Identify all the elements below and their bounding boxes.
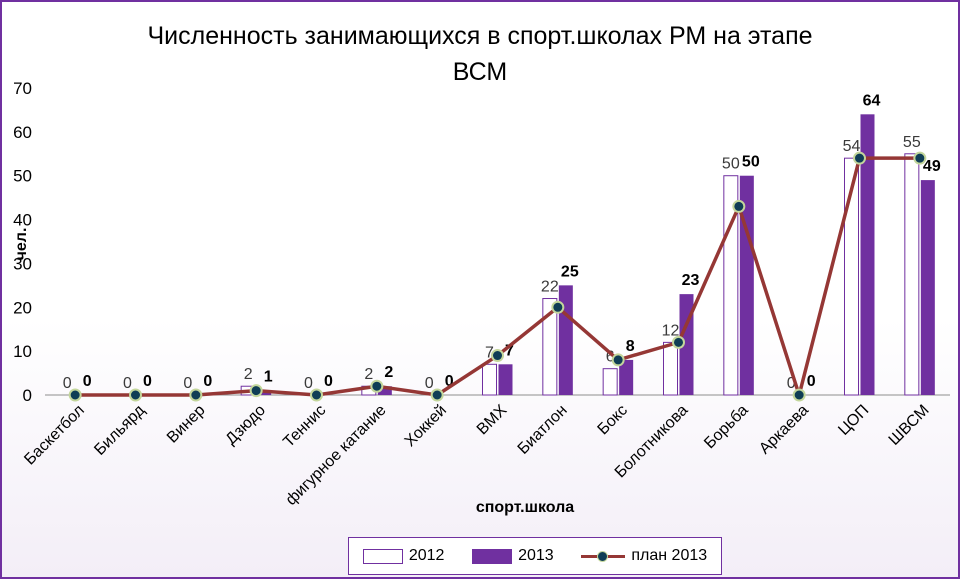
plan-marker xyxy=(430,388,444,402)
data-label-2013: 7 xyxy=(505,342,514,359)
data-label-2012: 0 xyxy=(787,375,796,392)
legend-label-2013: 2013 xyxy=(518,547,554,564)
bar-2013 xyxy=(920,180,935,395)
plan-marker xyxy=(551,300,565,314)
data-label-2013: 8 xyxy=(626,338,635,355)
data-label-2012: 0 xyxy=(63,375,72,392)
data-label-2013: 0 xyxy=(143,373,152,390)
data-label-2013: 50 xyxy=(742,154,760,171)
y-tick-label: 40 xyxy=(13,211,32,230)
y-tick-label: 70 xyxy=(13,79,32,98)
data-label-2013: 2 xyxy=(384,364,393,381)
data-label-2013: 0 xyxy=(445,373,454,390)
plan-marker xyxy=(310,388,323,402)
y-tick-label: 30 xyxy=(13,254,32,273)
data-label-2013: 0 xyxy=(203,373,212,390)
bar-2013 xyxy=(860,114,875,396)
bar-2012 xyxy=(542,298,558,396)
y-tick-label: 0 xyxy=(23,386,32,405)
plan-marker xyxy=(732,199,746,213)
data-label-2013: 1 xyxy=(264,369,273,386)
legend-item-2013: 2013 xyxy=(472,547,554,565)
x-tick-label: Бильярд xyxy=(91,401,148,458)
plan-marker xyxy=(189,388,203,402)
x-tick-label: ШВСМ xyxy=(886,402,933,449)
data-label-2012: 0 xyxy=(123,375,132,392)
plan-marker xyxy=(370,379,384,393)
bar-2012 xyxy=(602,368,618,396)
data-label-2012: 0 xyxy=(183,375,192,392)
legend-item-2012: 2012 xyxy=(362,547,445,565)
plan-marker xyxy=(491,349,504,363)
plan-marker xyxy=(129,388,142,402)
x-tick-label: ЦОП xyxy=(835,402,872,439)
plan-marker xyxy=(913,151,927,165)
legend-label-2012: 2012 xyxy=(408,547,445,564)
plan-marker xyxy=(611,353,625,367)
legend-swatch-2012 xyxy=(362,548,403,564)
legend-swatch-plan xyxy=(581,550,626,563)
bar-2013 xyxy=(377,386,392,395)
data-label-2013: 0 xyxy=(324,373,333,390)
legend-item-plan: план 2013 xyxy=(581,547,707,565)
bar-2013 xyxy=(739,175,754,395)
legend-label-plan: план 2013 xyxy=(631,547,708,564)
data-label-2012: 7 xyxy=(485,344,494,361)
plan-marker xyxy=(672,335,685,349)
data-label-2013: 49 xyxy=(923,158,941,175)
chart-title: Численность занимающихся в спорт.школах … xyxy=(147,22,813,86)
plan-marker xyxy=(68,388,82,402)
bar-2012 xyxy=(482,363,497,396)
y-tick-label: 50 xyxy=(13,167,32,186)
x-tick-label: Винер xyxy=(164,402,209,447)
data-label-2012: 2 xyxy=(244,366,253,383)
data-label-2012: 0 xyxy=(425,375,434,392)
data-label-2013: 23 xyxy=(682,272,700,289)
plan-marker xyxy=(853,151,866,165)
plan-marker xyxy=(792,388,806,402)
data-label-2013: 0 xyxy=(807,373,816,390)
data-label-2012: 2 xyxy=(364,366,373,383)
data-label-2012: 12 xyxy=(662,322,680,339)
bar-2012 xyxy=(663,341,678,396)
x-tick-label: ВМХ xyxy=(474,402,511,439)
data-label-2012: 0 xyxy=(304,375,313,392)
x-tick-label: фигурное катание xyxy=(283,402,390,509)
data-label-2012: 55 xyxy=(903,134,921,151)
y-tick-label: 20 xyxy=(13,298,32,317)
data-label-2013: 64 xyxy=(863,92,881,109)
x-tick-label: Дзюдо xyxy=(223,402,269,448)
bar-2013 xyxy=(498,364,513,395)
data-label-2013: 25 xyxy=(561,263,579,280)
data-label-2012: 50 xyxy=(722,156,740,173)
data-label-2012: 6 xyxy=(606,349,615,366)
legend-swatch-2013 xyxy=(472,548,513,564)
x-tick-label: Борьба xyxy=(701,402,752,453)
x-tick-label: Теннис xyxy=(280,402,329,451)
plan-marker xyxy=(249,384,263,398)
bar-2012 xyxy=(904,153,920,396)
x-tick-label: Хоккей xyxy=(402,402,450,450)
y-axis-label: чел. xyxy=(13,228,30,261)
x-tick-label: Аркаева xyxy=(756,402,812,458)
data-label-2012: 22 xyxy=(541,279,559,296)
data-label-2012: 54 xyxy=(843,138,861,155)
bar-2012 xyxy=(844,157,859,396)
x-tick-label: Баскетбол xyxy=(21,402,88,469)
y-tick-label: 10 xyxy=(13,342,32,361)
y-tick-label: 60 xyxy=(13,123,32,142)
x-axis-label: спорт.школа xyxy=(476,499,574,516)
x-tick-label: Бокс xyxy=(595,402,631,438)
bar-2013 xyxy=(619,359,634,395)
x-tick-label: Биатлон xyxy=(515,402,571,458)
data-label-2013: 0 xyxy=(83,373,92,390)
legend: 2012 2013 план 2013 xyxy=(348,537,722,575)
